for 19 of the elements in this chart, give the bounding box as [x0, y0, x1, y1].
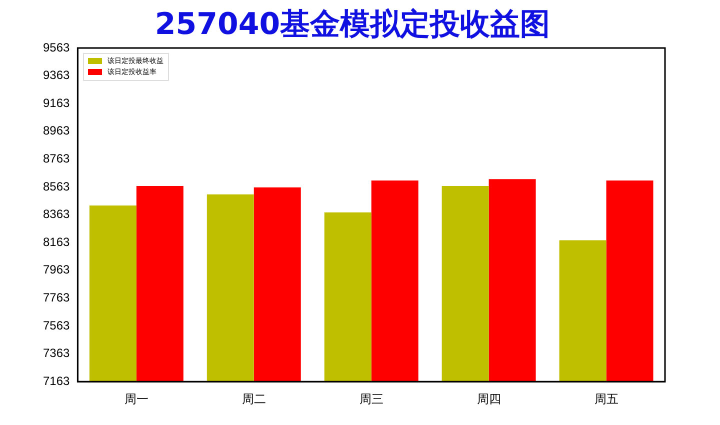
x-tick-label: 周二 — [242, 392, 266, 406]
x-tick-label: 周四 — [476, 392, 501, 406]
y-tick-label: 9563 — [42, 40, 70, 54]
y-tick-label: 7363 — [42, 346, 70, 360]
y-tick-label: 7963 — [42, 262, 70, 277]
y-tick-label: 7163 — [42, 374, 70, 388]
y-tick-label: 7563 — [42, 318, 70, 332]
y-tick-label: 8163 — [42, 234, 70, 249]
x-tick-label: 周一 — [124, 392, 148, 406]
y-tick-label: 8763 — [42, 152, 70, 166]
x-tick-label: 周三 — [359, 392, 384, 406]
chart-title: 257040基金模拟定投收益图 — [154, 6, 550, 42]
y-tick-label: 8563 — [42, 179, 70, 194]
y-tick-label: 9363 — [42, 68, 70, 82]
x-tick-label: 周五 — [594, 392, 618, 406]
y-tick-label: 8963 — [42, 124, 70, 138]
y-tick-label: 9163 — [42, 96, 70, 110]
y-tick-label: 8363 — [42, 207, 70, 222]
y-tick-label: 7763 — [42, 290, 70, 305]
